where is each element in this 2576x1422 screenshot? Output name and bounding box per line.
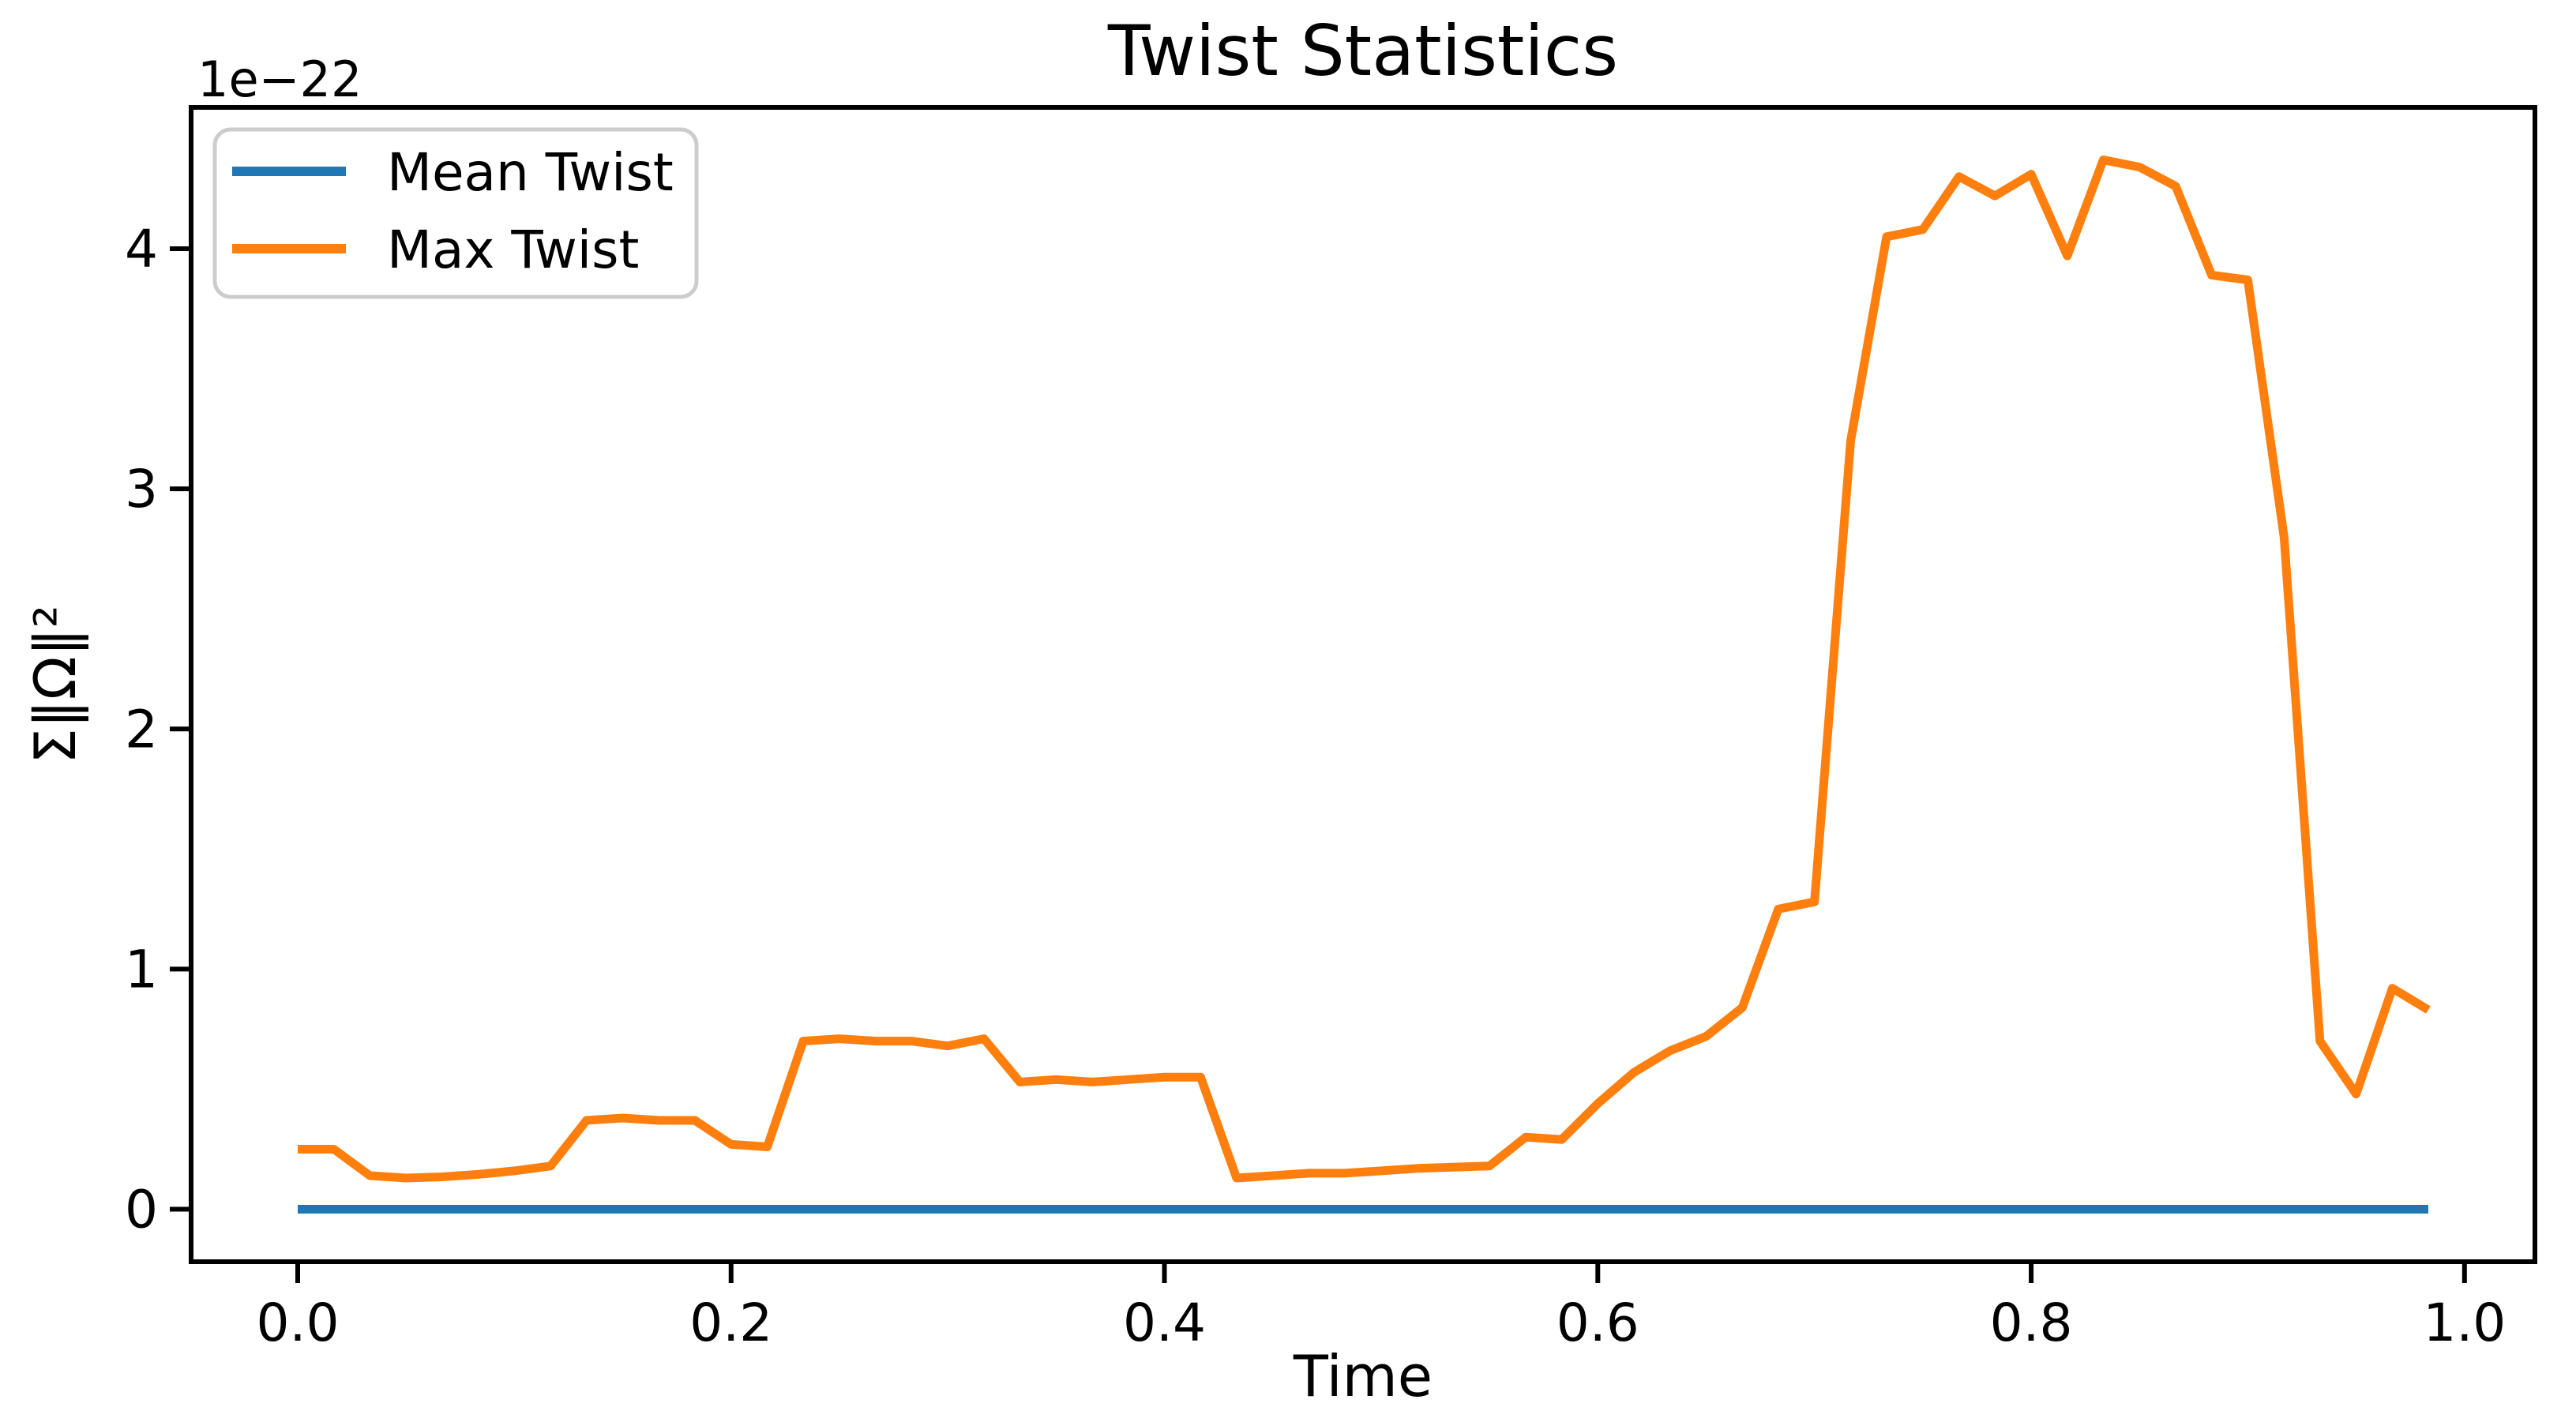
y-tick-label: 0 [125, 1180, 158, 1240]
x-tick-label: 0.2 [689, 1293, 772, 1353]
plot-area [191, 107, 2535, 1262]
x-tick-label: 0.8 [1990, 1293, 2073, 1353]
legend-label-max-twist: Max Twist [387, 219, 639, 280]
x-tick-label: 0.4 [1123, 1293, 1206, 1353]
chart-title: Twist Statistics [1107, 10, 1618, 92]
axes-spines [189, 105, 2537, 1264]
y-tick-label: 1 [125, 939, 158, 1000]
y-tick-label: 4 [125, 219, 158, 280]
x-axis-label: Time [1293, 1343, 1433, 1409]
x-tick-label: 0.6 [1556, 1293, 1639, 1353]
legend-label-mean-twist: Mean Twist [387, 142, 674, 203]
y-axis-offset-text: 1e−22 [197, 51, 362, 108]
legend: Mean Twist Max Twist [212, 127, 699, 299]
data-series [298, 156, 2431, 1214]
x-tick-label: 1.0 [2423, 1293, 2506, 1353]
x-tick-label: 0.0 [257, 1293, 340, 1353]
x-axis-ticks: 0.0 0.2 0.4 0.6 0.8 1.0 [257, 1262, 2506, 1353]
max-twist-line [298, 156, 2431, 1183]
y-tick-label: 3 [125, 459, 158, 520]
y-axis-ticks: 0 1 2 3 4 [125, 219, 191, 1240]
y-axis-label: Σ‖Ω‖² [22, 605, 89, 764]
y-tick-label: 2 [125, 699, 158, 760]
